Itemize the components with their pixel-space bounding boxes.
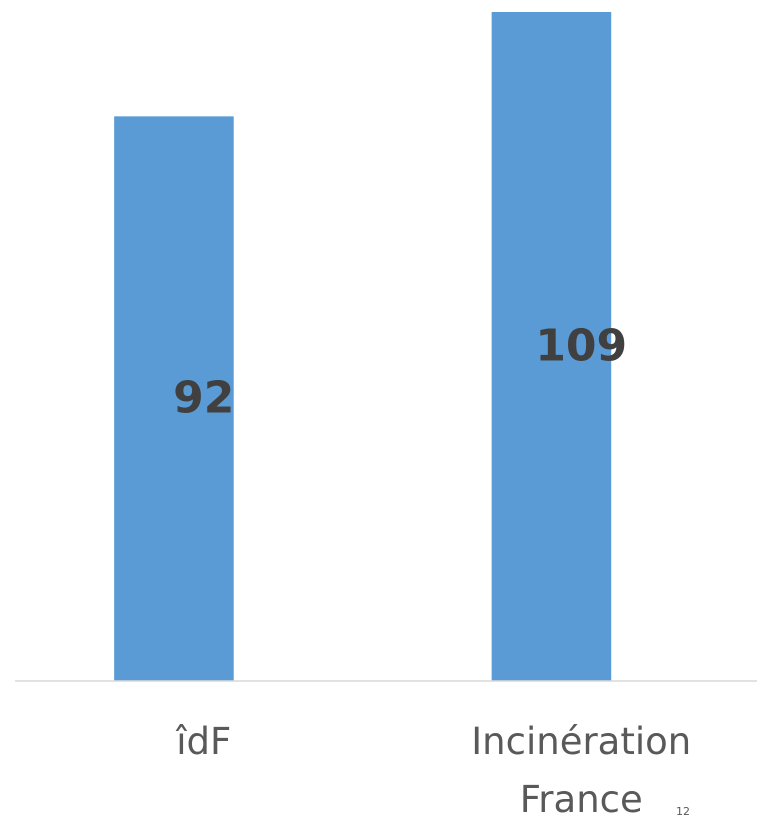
data-label: 109 [535, 321, 627, 372]
data-label: 92 [173, 373, 234, 424]
x-tick-label: îdF [176, 720, 232, 763]
x-tick-label: Incinération France [471, 720, 692, 821]
bar [491, 12, 612, 681]
bar [114, 116, 234, 681]
